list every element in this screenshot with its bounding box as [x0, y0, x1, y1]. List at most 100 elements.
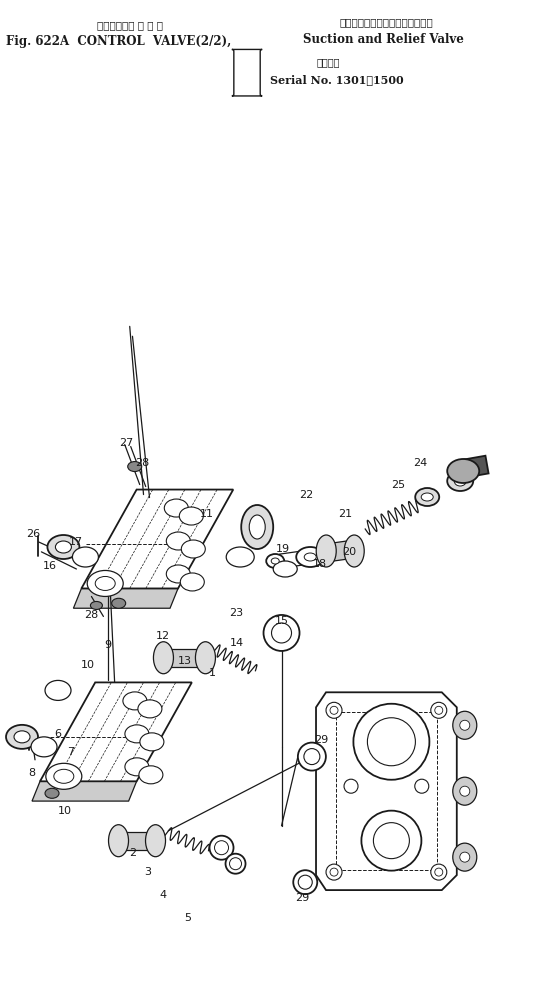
- Ellipse shape: [128, 462, 142, 472]
- Text: 10: 10: [58, 806, 72, 816]
- Ellipse shape: [153, 642, 173, 674]
- Ellipse shape: [123, 692, 147, 710]
- Text: 27: 27: [119, 438, 133, 448]
- Text: 29: 29: [295, 893, 310, 903]
- Ellipse shape: [241, 505, 273, 549]
- Circle shape: [431, 702, 447, 718]
- FancyBboxPatch shape: [232, 49, 262, 96]
- Circle shape: [368, 718, 416, 765]
- Ellipse shape: [166, 565, 190, 583]
- Text: 25: 25: [391, 480, 406, 490]
- Text: 1: 1: [209, 668, 216, 677]
- Text: Fig. 622A  CONTROL  VALVE(2/2),: Fig. 622A CONTROL VALVE(2/2),: [6, 35, 231, 48]
- Ellipse shape: [226, 547, 254, 567]
- Ellipse shape: [421, 493, 433, 501]
- Ellipse shape: [146, 825, 166, 856]
- Ellipse shape: [447, 471, 473, 491]
- Ellipse shape: [87, 571, 123, 596]
- Text: 28: 28: [135, 458, 150, 468]
- Text: 8: 8: [29, 768, 35, 778]
- Bar: [118, 832, 153, 850]
- Polygon shape: [316, 692, 457, 890]
- Circle shape: [353, 704, 429, 779]
- Circle shape: [304, 749, 320, 764]
- Polygon shape: [32, 781, 137, 801]
- Ellipse shape: [296, 547, 324, 567]
- Circle shape: [326, 702, 342, 718]
- Circle shape: [431, 864, 447, 880]
- Circle shape: [362, 811, 421, 870]
- Text: 21: 21: [338, 509, 352, 519]
- Circle shape: [298, 875, 312, 889]
- Text: 28: 28: [84, 610, 98, 620]
- Text: サクションおよびリリーフバルブ: サクションおよびリリーフバルブ: [339, 17, 433, 27]
- Text: 13: 13: [178, 656, 192, 666]
- Text: 24: 24: [413, 458, 428, 468]
- Ellipse shape: [138, 700, 162, 718]
- Ellipse shape: [54, 769, 74, 783]
- Text: 14: 14: [230, 638, 245, 648]
- Text: 4: 4: [160, 890, 166, 900]
- Ellipse shape: [164, 499, 188, 517]
- Circle shape: [330, 706, 338, 714]
- Polygon shape: [73, 588, 178, 608]
- Ellipse shape: [195, 642, 215, 674]
- Ellipse shape: [139, 765, 163, 784]
- Bar: [279, 550, 311, 568]
- Ellipse shape: [31, 737, 57, 757]
- Ellipse shape: [415, 488, 439, 506]
- Circle shape: [460, 853, 470, 862]
- Text: 9: 9: [104, 640, 111, 650]
- Ellipse shape: [55, 541, 71, 553]
- Circle shape: [263, 615, 300, 651]
- Ellipse shape: [45, 680, 71, 700]
- Ellipse shape: [453, 777, 477, 805]
- Ellipse shape: [181, 540, 205, 558]
- Text: 15: 15: [274, 616, 289, 626]
- Text: 12: 12: [156, 631, 170, 641]
- Text: 適用号機: 適用号機: [317, 57, 340, 67]
- Text: 3: 3: [145, 867, 151, 877]
- Circle shape: [330, 868, 338, 876]
- Ellipse shape: [344, 535, 364, 567]
- Bar: [163, 649, 198, 667]
- Ellipse shape: [6, 725, 38, 749]
- Text: 17: 17: [69, 537, 83, 547]
- Ellipse shape: [91, 601, 103, 609]
- Text: 7: 7: [67, 747, 74, 757]
- Circle shape: [230, 857, 242, 869]
- Circle shape: [435, 706, 443, 714]
- Circle shape: [326, 864, 342, 880]
- Circle shape: [272, 623, 291, 643]
- Text: 23: 23: [229, 608, 243, 618]
- Ellipse shape: [447, 459, 479, 483]
- Text: 18: 18: [313, 559, 327, 569]
- Ellipse shape: [454, 476, 466, 486]
- Ellipse shape: [140, 733, 164, 751]
- Ellipse shape: [95, 577, 115, 590]
- Text: Suction and Relief Valve: Suction and Relief Valve: [303, 33, 464, 46]
- Ellipse shape: [46, 764, 82, 789]
- Text: 5: 5: [184, 913, 191, 923]
- Ellipse shape: [304, 553, 316, 561]
- Ellipse shape: [125, 725, 149, 743]
- Ellipse shape: [453, 844, 477, 871]
- Ellipse shape: [112, 598, 126, 608]
- Polygon shape: [40, 682, 192, 781]
- Bar: [458, 456, 489, 479]
- Ellipse shape: [249, 515, 265, 539]
- Circle shape: [460, 786, 470, 796]
- Text: 20: 20: [342, 547, 356, 557]
- Ellipse shape: [72, 547, 98, 567]
- Ellipse shape: [45, 788, 59, 798]
- Circle shape: [435, 868, 443, 876]
- Text: 19: 19: [275, 544, 290, 554]
- Text: コントロール バ ル ブ: コントロール バ ル ブ: [97, 20, 163, 30]
- Circle shape: [460, 720, 470, 730]
- Ellipse shape: [47, 535, 79, 559]
- Ellipse shape: [125, 758, 149, 775]
- Text: 2: 2: [129, 848, 136, 857]
- Circle shape: [373, 823, 410, 858]
- Ellipse shape: [179, 507, 203, 525]
- Text: 10: 10: [81, 660, 95, 670]
